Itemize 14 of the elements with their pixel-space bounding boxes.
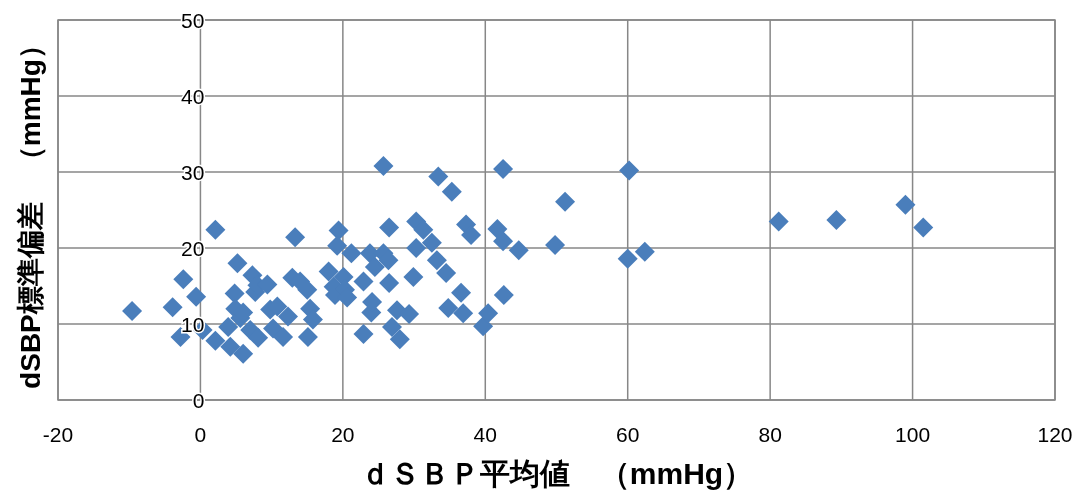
y-tick-label: 40 [181,85,205,108]
x-tick-label: 100 [895,423,931,446]
x-tick-label: 120 [1037,423,1073,446]
x-tick-label: 20 [331,423,355,446]
y-axis-title: dSBP標準偏差 （mmHg） [15,31,46,389]
x-axis-title: ｄＳＢＰ平均値 （mmHg） [359,457,754,490]
y-tick-label: 30 [181,161,205,184]
x-tick-label: -20 [42,423,74,446]
y-tick-label: 0 [192,389,205,412]
y-tick-label: 20 [181,237,205,260]
x-tick-label: 80 [758,423,782,446]
y-tick-label: 50 [181,9,205,32]
x-tick-label: 60 [616,423,640,446]
x-tick-label: 40 [473,423,497,446]
